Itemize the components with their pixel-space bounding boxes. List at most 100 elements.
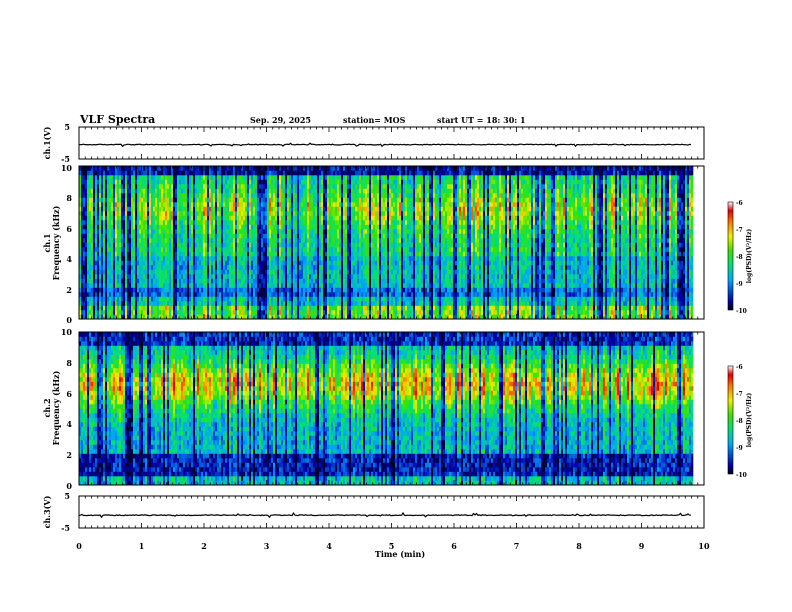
- spectrogram-cell: [305, 251, 308, 257]
- spectrogram-cell: [351, 233, 354, 239]
- spectrogram-cell: [323, 296, 326, 302]
- spectrogram-cell: [211, 242, 214, 248]
- spectrogram-cell: [291, 242, 294, 248]
- spectrogram-cell: [281, 269, 284, 275]
- spectrogram-cell: [265, 274, 268, 279]
- spectrogram-cell: [351, 287, 354, 293]
- spectrogram-cell: [85, 179, 88, 185]
- spectrogram-cell: [105, 184, 108, 189]
- spectrogram-cell: [131, 242, 134, 248]
- spectrogram-cell: [189, 229, 192, 234]
- spectrogram-cell: [101, 211, 104, 216]
- spectrogram-cell: [293, 265, 296, 270]
- spectrogram-cell: [169, 287, 172, 293]
- spectrogram-cell: [219, 224, 222, 230]
- spectrogram-cell: [361, 242, 364, 248]
- spectrogram-cell: [353, 296, 356, 302]
- spectrogram-cell: [119, 233, 122, 239]
- spectrogram-cell: [137, 202, 140, 207]
- spectrogram-cell: [161, 251, 164, 257]
- spectrogram-cell: [159, 301, 162, 306]
- spectrogram-cell: [171, 193, 174, 198]
- spectrogram-cell: [111, 233, 114, 239]
- spectrogram-cell: [93, 175, 96, 180]
- spectrogram-cell: [345, 274, 348, 279]
- spectrogram-cell: [241, 170, 244, 176]
- spectrogram-cell: [219, 247, 222, 252]
- spectrogram-cell: [193, 220, 196, 225]
- spectrogram-cell: [261, 215, 264, 221]
- spectrogram-cell: [351, 296, 354, 302]
- spectrogram-cell: [225, 260, 228, 266]
- spectrogram-cell: [227, 211, 230, 216]
- spectrogram-cell: [79, 256, 82, 261]
- spectrogram-cell: [193, 242, 196, 248]
- spectrogram-cell: [363, 292, 366, 297]
- spectrogram-cell: [211, 206, 214, 212]
- spectrogram-cell: [307, 197, 310, 203]
- spectrogram-cell: [117, 224, 120, 230]
- spectrogram-cell: [187, 215, 190, 221]
- spectrogram-cell: [247, 269, 250, 275]
- spectrogram-cell: [129, 179, 132, 185]
- spectrogram-cell: [149, 233, 152, 239]
- spectrogram-cell: [257, 301, 260, 306]
- spectrogram-cell: [237, 242, 240, 248]
- spectrogram-cell: [229, 193, 232, 198]
- spectrogram-cell: [219, 206, 222, 212]
- spectrogram-cell: [345, 220, 348, 225]
- spectrogram-cell: [179, 278, 182, 284]
- spectrogram-cell: [85, 269, 88, 275]
- spectrogram-cell: [117, 215, 120, 221]
- spectrogram-cell: [355, 256, 358, 261]
- spectrogram-cell: [317, 301, 320, 306]
- spectrogram-cell: [127, 215, 130, 221]
- spectrogram-cell: [363, 310, 366, 315]
- spectrogram-cell: [271, 197, 274, 203]
- spectrogram-cell: [333, 202, 336, 207]
- spectrogram-cell: [179, 215, 182, 221]
- spectrogram-cell: [229, 197, 232, 203]
- spectrogram-cell: [251, 274, 254, 279]
- spectrogram-cell: [121, 179, 124, 185]
- spectrogram-cell: [271, 206, 274, 212]
- spectrogram-cell: [251, 283, 254, 288]
- spectrogram-cell: [81, 206, 84, 212]
- spectrogram-cell: [103, 184, 106, 189]
- spectrogram-cell: [207, 247, 210, 252]
- spectrogram-cell: [183, 265, 186, 270]
- spectrogram-cell: [201, 301, 204, 306]
- spectrogram-cell: [199, 166, 202, 171]
- spectrogram-cell: [371, 305, 374, 311]
- spectrogram-cell: [85, 242, 88, 248]
- spectrogram-cell: [261, 287, 264, 293]
- spectrogram-cell: [113, 287, 116, 293]
- spectrogram-cell: [247, 184, 250, 189]
- spectrogram-cell: [237, 224, 240, 230]
- spectrogram-cell: [117, 301, 120, 306]
- spectrogram-cell: [277, 215, 280, 221]
- spectrogram-cell: [105, 314, 108, 320]
- spectrogram-cell: [245, 170, 248, 176]
- spectrogram-cell: [281, 184, 284, 189]
- spectrogram-cell: [223, 292, 226, 297]
- spectrogram-cell: [153, 220, 156, 225]
- spectrogram-cell: [105, 310, 108, 315]
- spectrogram-cell: [107, 292, 110, 297]
- spectrogram-cell: [213, 287, 216, 293]
- spectrogram-cell: [139, 188, 142, 194]
- spectrogram-cell: [177, 215, 180, 221]
- spectrogram-cell: [353, 202, 356, 207]
- spectrogram-cell: [367, 305, 370, 311]
- spectrogram-cell: [227, 292, 230, 297]
- spectrogram-cell: [181, 278, 184, 284]
- spectrogram-cell: [159, 274, 162, 279]
- spectrogram-cell: [267, 184, 270, 189]
- spectrogram-cell: [105, 206, 108, 212]
- spectrogram-cell: [91, 292, 94, 297]
- spectrogram-cell: [199, 265, 202, 270]
- spectrogram-cell: [91, 278, 94, 284]
- spectrogram-cell: [255, 247, 258, 252]
- spectrogram-cell: [147, 278, 150, 284]
- spectrogram-cell: [173, 197, 176, 203]
